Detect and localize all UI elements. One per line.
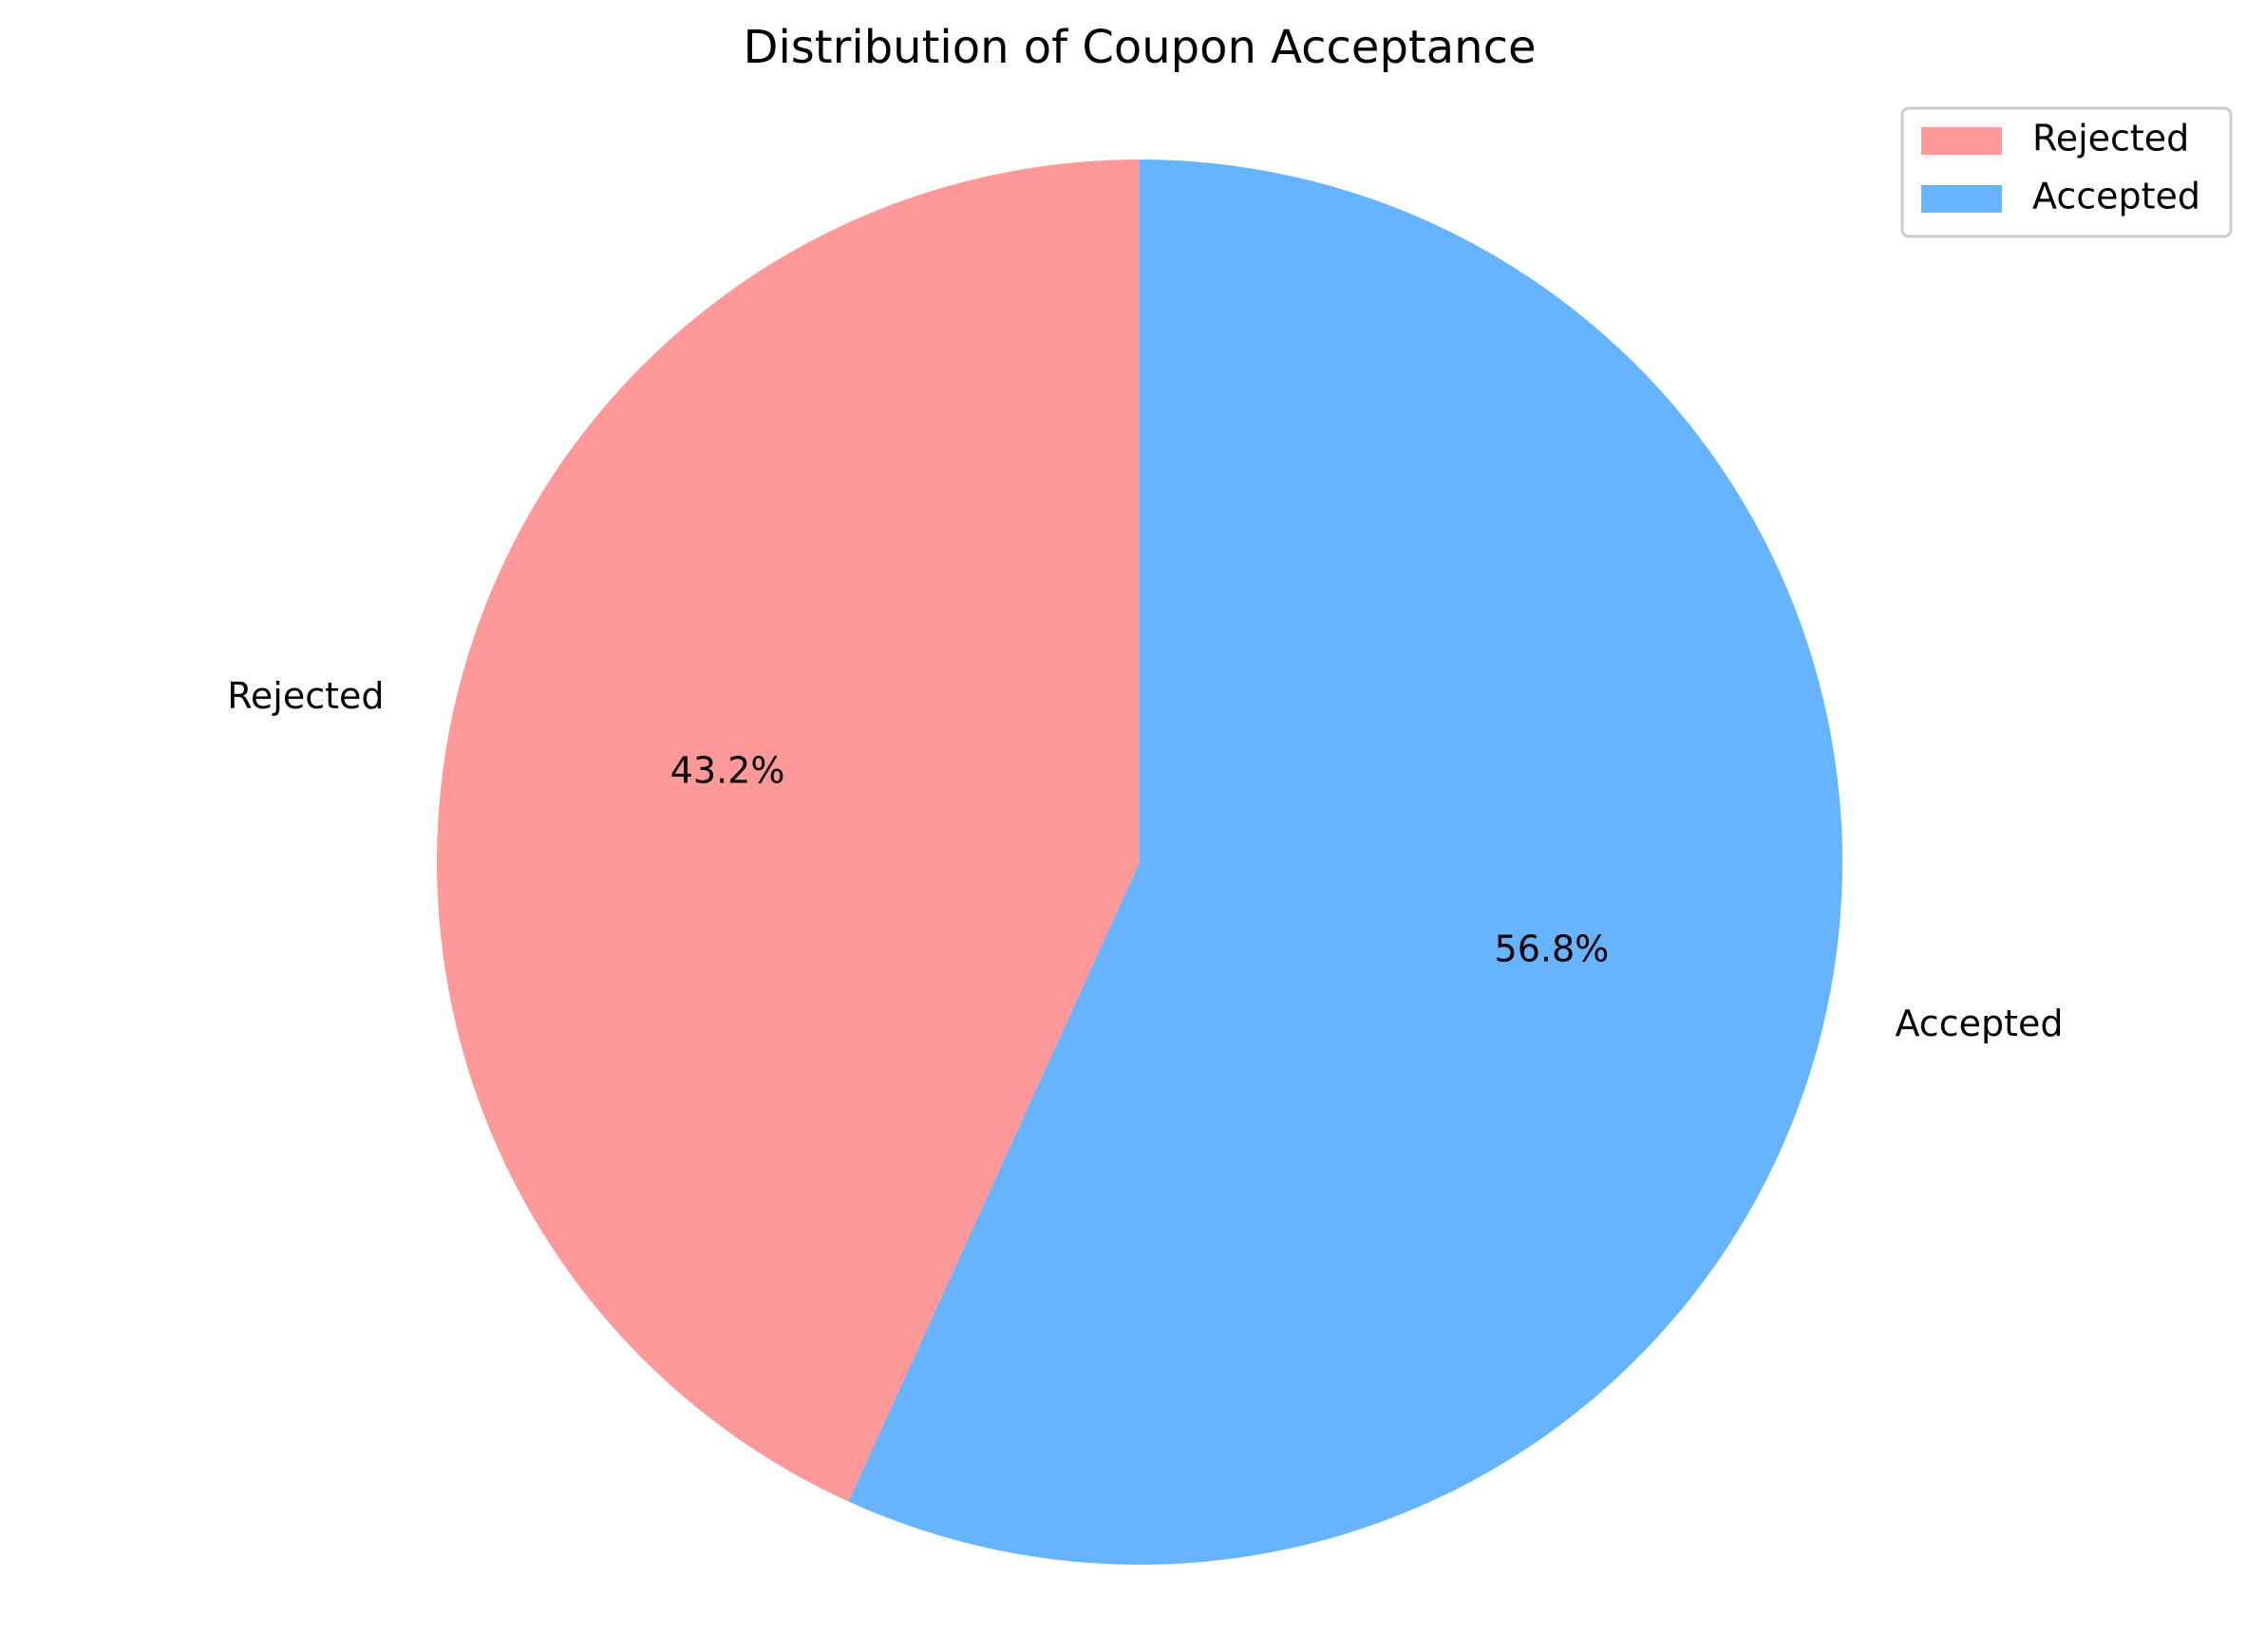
percent-label-rejected: 43.2% xyxy=(670,749,785,791)
percent-label-accepted: 56.8% xyxy=(1495,929,1610,970)
legend-swatch-accepted xyxy=(1921,185,2002,213)
pie-slice-accepted xyxy=(848,160,1842,1565)
chart-title: Distribution of Coupon Acceptance xyxy=(744,21,1537,74)
slice-label-rejected: Rejected xyxy=(227,675,384,717)
pie-slice-rejected xyxy=(436,160,1140,1502)
legend-label-rejected: Rejected xyxy=(2032,118,2189,160)
pie-slices xyxy=(436,160,1842,1565)
legend-swatch-rejected xyxy=(1921,127,2002,155)
legend: Rejected Accepted xyxy=(1900,106,2233,238)
legend-entries: Rejected Accepted xyxy=(1921,118,2200,217)
slice-label-accepted: Accepted xyxy=(1895,1003,2063,1044)
legend-label-accepted: Accepted xyxy=(2032,176,2200,217)
pie-slice-labels: Rejected Accepted xyxy=(227,675,2063,1044)
pie-percent-labels: 43.2% 56.8% xyxy=(670,749,1610,969)
